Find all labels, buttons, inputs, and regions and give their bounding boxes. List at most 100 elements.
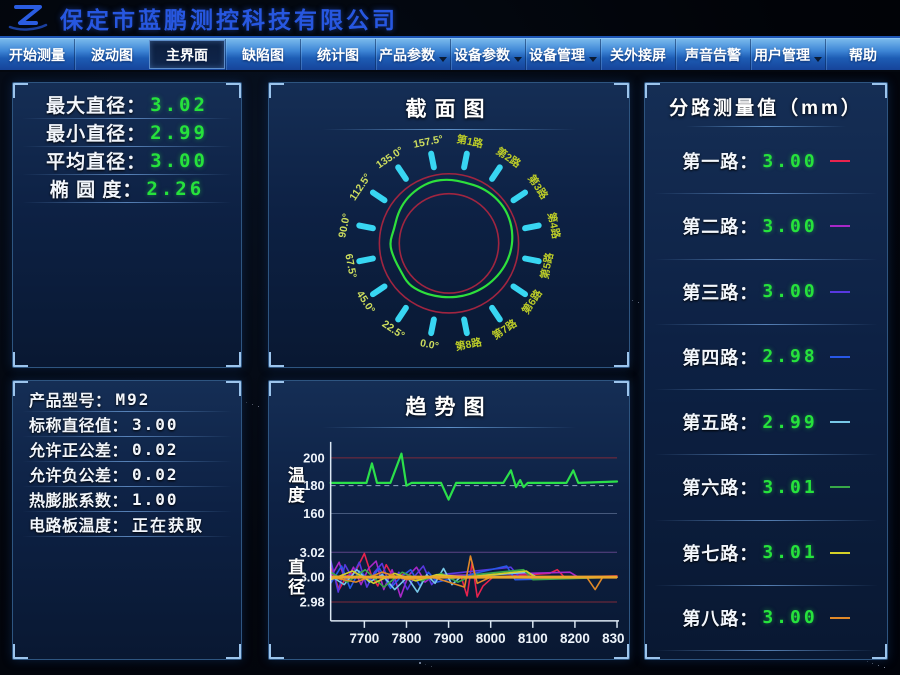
cross-section-chart: 第1路 157.5° 第2路 135.0° 第3路 112.5° 第4路 90.0° 第5路 67… — [273, 132, 625, 361]
polar-tick-label: 157.5° — [412, 134, 444, 151]
x-tick-label: 8200 — [560, 631, 590, 646]
measurement-label: 平均直径： — [46, 152, 147, 173]
temp-ytick-label: 200 — [303, 450, 325, 465]
menu-tab-12[interactable]: 帮助 — [825, 39, 900, 70]
product-row: 热膨胀系数： 1.00 — [23, 487, 231, 512]
polar-tick-label: 67.5° — [342, 253, 358, 279]
channel-label: 第七路： — [682, 543, 759, 564]
product-label: 允许正公差： — [29, 443, 129, 460]
channel-values-panel: 分路测量值（mm） 第一路： 3.00 第二路： 3.00 第三路： 3.00 第四路： 2.… — [644, 82, 888, 660]
product-label: 标称直径值： — [29, 418, 129, 435]
channel-label: 第三路： — [682, 282, 759, 303]
x-tick-label: 8100 — [518, 631, 548, 646]
dia-ytick-label: 3.00 — [300, 570, 325, 585]
menu-tab-label: 关外接屏 — [610, 46, 666, 63]
channel-label: 第四路： — [682, 347, 759, 368]
product-label: 允许负公差： — [29, 468, 129, 485]
product-value: M92 — [115, 389, 151, 409]
menu-tab-1[interactable]: 开始测量 — [0, 39, 74, 70]
menu-tab-label: 主界面 — [166, 46, 208, 63]
menu-tab-label: 设备参数 — [454, 46, 510, 63]
diameter-axis-label: 直径 — [285, 558, 304, 598]
product-value: 1.00 — [132, 489, 179, 509]
measurement-value: 2.99 — [150, 121, 208, 144]
channel-label: 第二路： — [682, 217, 759, 238]
x-tick-label: 8300 — [602, 631, 625, 646]
menu-tab-label: 产品参数 — [379, 46, 435, 63]
measurement-value: 3.00 — [150, 149, 208, 172]
menu-tab-7[interactable]: 设备参数 — [450, 39, 525, 70]
app-title: 保定市蓝鹏测控科技有限公司 — [60, 7, 398, 33]
measurement-value: 2.26 — [146, 177, 205, 200]
polar-tick-label: 第7路 — [490, 316, 520, 342]
menu-tab-4[interactable]: 缺陷图 — [225, 39, 300, 70]
company-logo — [8, 5, 48, 31]
channel-value: 3.00 — [762, 607, 818, 629]
menu-tab-11[interactable]: 用户管理 — [750, 39, 825, 70]
x-tick-label: 8000 — [476, 631, 506, 646]
trend-chart: 温度 直径 200 180 160 3.02 3.00 2.98 7700 7800 7900 8… — [273, 430, 625, 653]
product-row: 允许正公差： 0.02 — [23, 437, 231, 462]
title-underline — [686, 126, 846, 127]
dropdown-caret-icon — [814, 57, 822, 62]
menu-tab-3-active[interactable]: 主界面 — [149, 40, 225, 69]
trend-panel: 趋势图 温度 直径 200 180 160 3.02 3.00 2.98 7700 7800 7… — [268, 380, 630, 660]
trend-title: 趋势图 — [405, 396, 493, 419]
polar-tick-label: 90.0° — [337, 213, 353, 239]
menu-tab-5[interactable]: 统计图 — [300, 39, 375, 70]
measurement-row: 平均直径： 3.00 — [23, 147, 231, 175]
channel-value: 3.01 — [762, 476, 818, 498]
x-tick-label: 7900 — [434, 631, 464, 646]
channel-color-swatch — [829, 486, 850, 489]
channel-row: 第三路： 3.00 — [655, 259, 877, 325]
product-label: 热膨胀系数： — [29, 493, 129, 510]
menu-tab-label: 开始测量 — [9, 46, 65, 63]
measurement-row: 最小直径： 2.99 — [23, 119, 231, 147]
cross-section-panel: 截面图 第1路 157.5° 第2路 135.0° 第3路 112.5° 第4路 90.0° 第… — [268, 82, 630, 368]
channel-color-swatch — [829, 616, 850, 619]
polar-tick-label: 第5路 — [538, 251, 556, 280]
dropdown-caret-icon — [589, 57, 597, 62]
product-label: 电路板温度： — [29, 518, 129, 535]
menu-tab-9[interactable]: 关外接屏 — [600, 39, 675, 70]
menu-tab-label: 缺陷图 — [242, 46, 284, 63]
channel-label: 第一路： — [682, 152, 759, 173]
channel-row: 第五路： 2.99 — [655, 390, 877, 456]
channel-value: 2.99 — [762, 411, 818, 433]
measurement-label: 最小直径： — [46, 124, 147, 145]
temp-ytick-label: 160 — [303, 506, 325, 521]
product-row: 电路板温度： 正在获取 — [23, 512, 231, 537]
measurement-value: 3.02 — [150, 93, 208, 116]
channel-value: 3.00 — [762, 150, 818, 172]
menu-tab-10[interactable]: 声音告警 — [675, 39, 750, 70]
channel-color-swatch — [829, 421, 850, 424]
channel-row: 第四路： 2.98 — [655, 324, 877, 390]
measurement-label: 椭 圆 度： — [49, 180, 143, 201]
polar-tick-label: 0.0° — [419, 338, 439, 352]
channel-row: 第六路： 3.01 — [655, 455, 877, 521]
menu-tab-label: 统计图 — [317, 46, 359, 63]
cross-section-svg: 第1路157.5°第2路135.0°第3路112.5°第4路90.0°第5路67… — [337, 133, 563, 354]
measurement-row: 最大直径： 3.02 — [23, 91, 231, 119]
channel-color-swatch — [829, 355, 850, 358]
menu-tab-8[interactable]: 设备管理 — [525, 39, 600, 70]
dia-ytick-label: 2.98 — [300, 594, 325, 609]
x-tick-label: 7800 — [392, 631, 422, 646]
menu-tab-label: 波动图 — [91, 46, 133, 63]
channel-row: 第二路： 3.00 — [655, 194, 877, 260]
menu-tab-6[interactable]: 产品参数 — [375, 39, 450, 70]
channel-label: 第八路： — [682, 608, 759, 629]
channel-color-swatch — [829, 160, 850, 163]
channel-value: 3.01 — [762, 542, 818, 564]
menu-tab-label: 声音告警 — [685, 46, 741, 63]
menu-bar: 开始测量 波动图 主界面 缺陷图 统计图 产品参数 设备参数 设备管理 关外接屏 声音告警 用户管理… — [0, 38, 900, 72]
title-bar: 保定市蓝鹏测控科技有限公司 — [0, 0, 900, 38]
temperature-axis-label: 温度 — [285, 466, 304, 506]
cross-section-title: 截面图 — [405, 98, 493, 121]
channel-color-swatch — [829, 225, 850, 228]
product-value: 0.02 — [132, 439, 179, 459]
polar-tick-label: 22.5° — [380, 319, 406, 342]
menu-tab-2[interactable]: 波动图 — [74, 39, 149, 70]
channel-value: 2.98 — [762, 346, 818, 368]
measurement-summary-panel: 最大直径： 3.02 最小直径： 2.99 平均直径： 3.00 椭 圆 度： 2.26 — [12, 82, 242, 368]
